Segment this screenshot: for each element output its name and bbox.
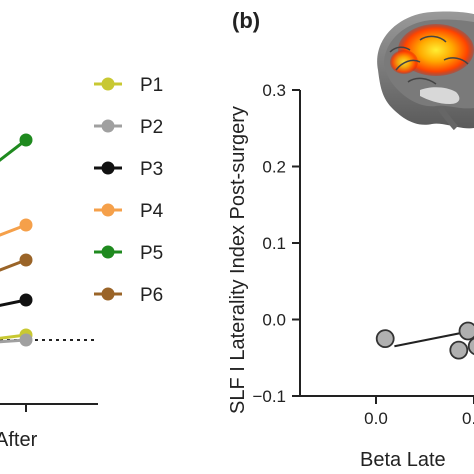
- scatter-point: [375, 329, 395, 349]
- legend: P1 P2 P3 P4 P5 P6: [94, 75, 164, 306]
- series-line-p5: [0, 138, 27, 162]
- legend-label: P4: [140, 201, 164, 222]
- panel-b-x-ticks: 0.0 0.: [364, 396, 474, 428]
- legend-swatch-marker: [101, 161, 115, 175]
- legend-item-p1: P1: [94, 75, 163, 96]
- legend-label: P3: [140, 159, 163, 180]
- panel-b: (b) −0.1 0.0 0.1 0.2 0.3 0.0 0. SLF I Lateral…: [227, 8, 474, 471]
- point-p3: [19, 293, 33, 307]
- series-line-p4: [0, 223, 27, 237]
- legend-item-p4: P4: [94, 201, 164, 222]
- panel-a-lines: [0, 133, 33, 347]
- y-tick-label: −0.1: [252, 387, 286, 406]
- y-tick-label: 0.0: [262, 311, 286, 330]
- point-p4: [19, 218, 33, 232]
- legend-item-p6: P6: [94, 285, 163, 306]
- scatter-point: [458, 321, 474, 341]
- legend-item-p2: P2: [94, 117, 163, 138]
- legend-swatch-marker: [101, 77, 115, 91]
- y-tick-label: 0.1: [262, 234, 286, 253]
- panel-b-x-axis-label: Beta Late: [360, 449, 446, 471]
- legend-label: P5: [140, 243, 163, 264]
- y-tick-label: 0.2: [262, 158, 286, 177]
- panel-a-x-tick-label-after: After: [0, 429, 38, 451]
- legend-item-p5: P5: [94, 243, 163, 264]
- y-tick-label: 0.3: [262, 81, 286, 100]
- x-tick-label: 0.: [462, 409, 474, 428]
- series-line-p1: [0, 333, 27, 340]
- legend-swatch-marker: [101, 119, 115, 133]
- panel-b-fit-line-group: [394, 329, 474, 348]
- panel-b-points: [375, 321, 474, 360]
- legend-label: P2: [140, 117, 163, 138]
- point-p6: [19, 253, 33, 267]
- legend-label: P6: [140, 285, 163, 306]
- legend-item-p3: P3: [94, 159, 163, 180]
- x-tick-label: 0.0: [364, 409, 388, 428]
- fit-line: [394, 329, 474, 348]
- panel-b-y-ticks: −0.1 0.0 0.1 0.2 0.3: [252, 81, 300, 406]
- legend-label: P1: [140, 75, 163, 96]
- panel-b-label: (b): [232, 8, 260, 33]
- legend-swatch-marker: [101, 203, 115, 217]
- legend-swatch-marker: [101, 287, 115, 301]
- series-line-p2: [0, 338, 27, 344]
- point-p5: [19, 133, 33, 147]
- series-line-p3: [0, 298, 27, 307]
- legend-swatch-marker: [101, 245, 115, 259]
- panel-b-y-axis-label: SLF I Laterality Index Post-surgery: [227, 106, 249, 414]
- scatter-point: [449, 340, 469, 360]
- panel-a: After P1 P2 P3 P4 P5 P6: [0, 75, 164, 451]
- point-p2: [19, 333, 33, 347]
- series-line-p6: [0, 258, 27, 272]
- brain-image: [377, 11, 474, 131]
- scatter-point: [467, 337, 474, 356]
